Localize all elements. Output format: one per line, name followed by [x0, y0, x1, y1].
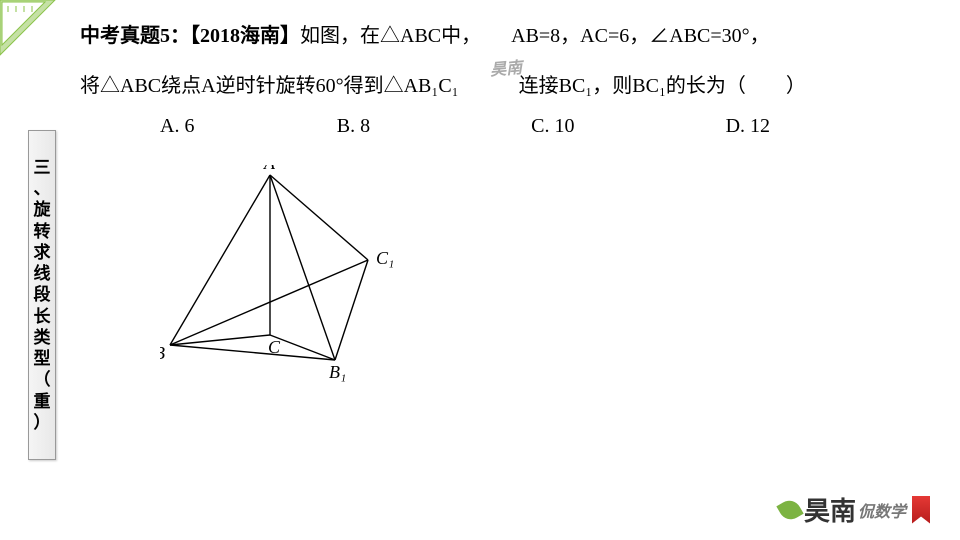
- svg-text:B₁: B₁: [329, 362, 346, 382]
- options-row: A. 6 B. 8 C. 10 D. 12: [80, 115, 920, 138]
- svg-text:C₁: C₁: [376, 248, 394, 268]
- brand-main: 昊南: [804, 491, 856, 528]
- ribbon-icon: [912, 496, 930, 524]
- geometry-figure: A B C B₁ C₁: [160, 165, 420, 385]
- question-block: 中考真题5：【2018海南】如图，在△ABC中， AB=8，AC=6，∠ABC=…: [80, 20, 920, 102]
- option-a[interactable]: A. 6: [160, 115, 337, 138]
- question-text-1: 如图，在△ABC中， AB=8，AC=6，∠ABC=30°，: [300, 25, 770, 47]
- option-b[interactable]: B. 8: [337, 115, 531, 138]
- leaf-icon: [776, 496, 803, 523]
- question-line-2: 将△ABC绕点A逆时针旋转60°得到△AB₁C₁ 连接BC₁，则BC₁的长为（ …: [80, 70, 920, 102]
- corner-ruler-icon: [0, 0, 60, 60]
- option-d[interactable]: D. 12: [726, 115, 920, 138]
- brand-logo: 昊南 侃数学: [780, 491, 930, 528]
- svg-text:C: C: [268, 337, 281, 357]
- svg-text:B: B: [160, 343, 165, 363]
- question-prefix: 中考真题5：【2018海南】: [80, 25, 300, 47]
- brand-sub: 侃数学: [858, 498, 906, 522]
- sidebar-text: 三、旋转求线段长类型（重）: [34, 157, 51, 433]
- svg-text:A: A: [263, 165, 276, 173]
- sidebar-label: 三、旋转求线段长类型（重）: [28, 130, 56, 460]
- question-line-1: 中考真题5：【2018海南】如图，在△ABC中， AB=8，AC=6，∠ABC=…: [80, 20, 920, 52]
- option-c[interactable]: C. 10: [531, 115, 725, 138]
